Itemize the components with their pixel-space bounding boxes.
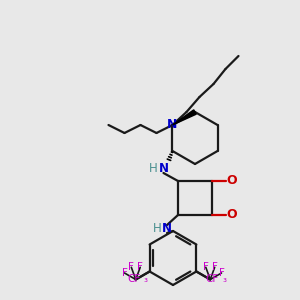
Text: N: N: [167, 118, 178, 131]
Text: F: F: [128, 262, 134, 272]
Text: CF: CF: [206, 274, 219, 284]
Text: ₃: ₃: [222, 274, 226, 284]
Text: F: F: [122, 268, 128, 278]
Text: CF: CF: [127, 274, 140, 284]
Text: H: H: [149, 163, 158, 176]
Text: F: F: [203, 262, 209, 272]
Text: F: F: [212, 262, 218, 272]
Text: O: O: [227, 208, 237, 221]
Text: H: H: [153, 223, 161, 236]
Text: N: N: [162, 223, 172, 236]
Text: F: F: [137, 262, 143, 272]
Text: ₃: ₃: [144, 274, 148, 284]
Text: F: F: [219, 268, 224, 278]
Text: O: O: [227, 175, 237, 188]
Polygon shape: [172, 110, 196, 125]
Text: N: N: [158, 163, 169, 176]
